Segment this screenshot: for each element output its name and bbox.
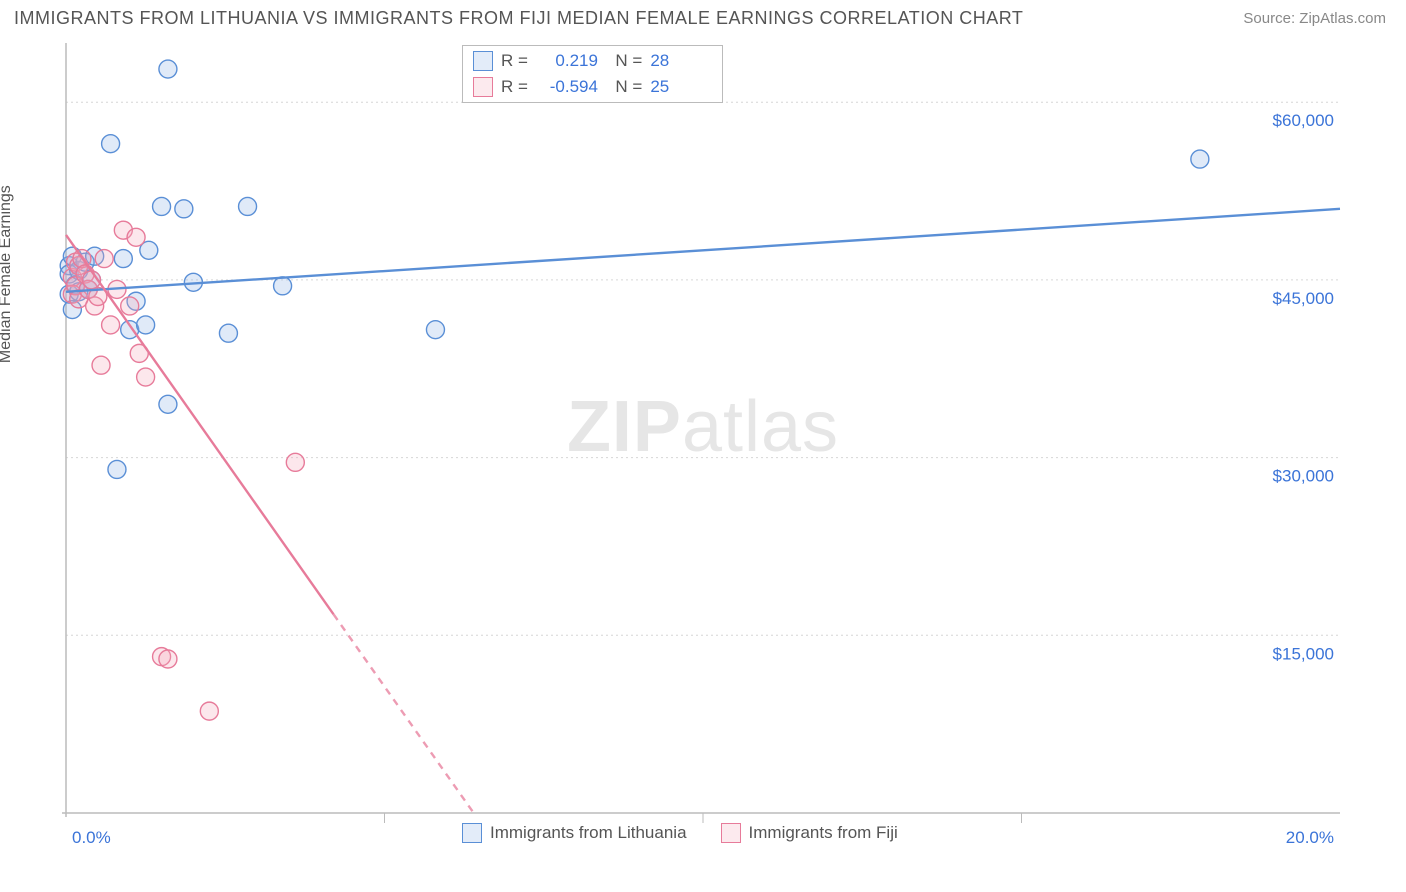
legend-label: Immigrants from Fiji	[749, 823, 898, 843]
corr-n-value: 28	[650, 51, 712, 71]
corr-r-label: R =	[501, 77, 528, 97]
svg-text:$30,000: $30,000	[1273, 467, 1334, 486]
svg-text:$45,000: $45,000	[1273, 289, 1334, 308]
svg-text:20.0%: 20.0%	[1286, 828, 1334, 847]
scatter-chart: $15,000 $30,000 $45,000 $60,000 0.0% 20.0%	[14, 33, 1392, 853]
legend-item: Immigrants from Fiji	[721, 823, 898, 843]
corr-r-value: -0.594	[536, 77, 598, 97]
corr-n-label: N =	[606, 77, 642, 97]
legend-swatch	[462, 823, 482, 843]
corr-legend-row: R = 0.219 N = 28	[463, 48, 722, 74]
svg-text:$15,000: $15,000	[1273, 644, 1334, 663]
source-attribution: Source: ZipAtlas.com	[1243, 10, 1386, 27]
legend-item: Immigrants from Lithuania	[462, 823, 687, 843]
corr-n-value: 25	[650, 77, 712, 97]
correlation-legend: R = 0.219 N = 28 R = -0.594 N = 25	[462, 45, 723, 103]
corr-r-label: R =	[501, 51, 528, 71]
chart-area: Median Female Earnings ZIPatlas $15,000$…	[14, 33, 1392, 853]
corr-n-label: N =	[606, 51, 642, 71]
chart-title: IMMIGRANTS FROM LITHUANIA VS IMMIGRANTS …	[14, 8, 1023, 29]
source-name: ZipAtlas.com	[1299, 10, 1386, 27]
svg-text:0.0%: 0.0%	[72, 828, 111, 847]
corr-legend-row: R = -0.594 N = 25	[463, 74, 722, 100]
source-prefix: Source:	[1243, 10, 1299, 27]
legend-swatch	[473, 51, 493, 71]
legend-swatch	[473, 77, 493, 97]
y-axis-label: Median Female Earnings	[0, 185, 15, 363]
corr-r-value: 0.219	[536, 51, 598, 71]
series-legend: Immigrants from Lithuania Immigrants from…	[462, 823, 898, 843]
legend-label: Immigrants from Lithuania	[490, 823, 687, 843]
chart-header: IMMIGRANTS FROM LITHUANIA VS IMMIGRANTS …	[0, 0, 1406, 33]
legend-swatch	[721, 823, 741, 843]
svg-text:$60,000: $60,000	[1273, 111, 1334, 130]
